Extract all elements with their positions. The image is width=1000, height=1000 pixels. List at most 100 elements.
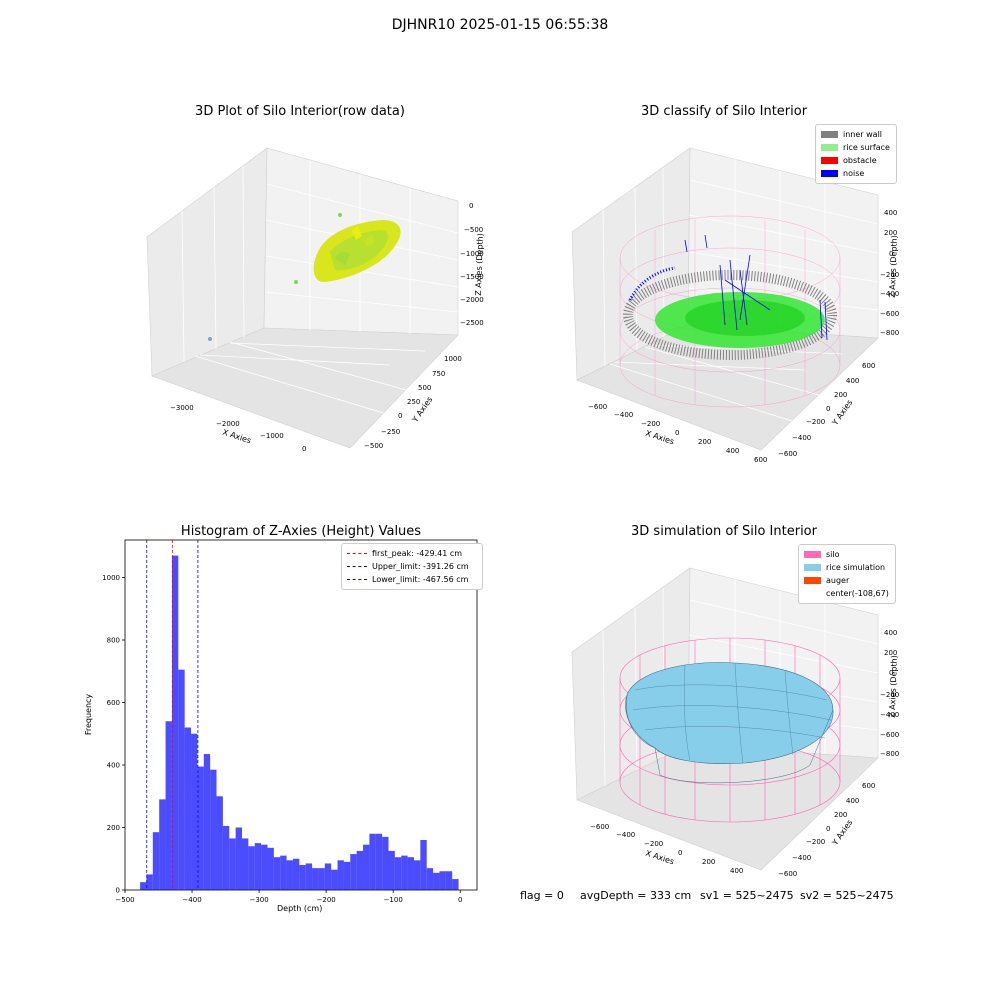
histogram-ylabel: Frequency bbox=[84, 693, 94, 736]
histogram-bar bbox=[382, 836, 389, 890]
classify-xtick-6: 400 bbox=[726, 447, 740, 455]
simulation-ztick-3: 0 bbox=[889, 669, 894, 677]
flag-readout: flag = 0 bbox=[520, 889, 564, 902]
histogram-bar bbox=[171, 555, 179, 890]
raw-xtick-4: 0 bbox=[302, 445, 307, 453]
raw-ytick-6: 750 bbox=[432, 370, 446, 378]
raw-ztick-1: 0 bbox=[469, 202, 474, 210]
simulation-ztick-7: −800 bbox=[880, 750, 900, 758]
simulation-ytick-7: 600 bbox=[862, 782, 876, 790]
classify-ytick-5: 200 bbox=[834, 391, 848, 399]
legend-item-noise: noise bbox=[821, 167, 891, 180]
histogram-bar bbox=[401, 855, 408, 890]
histogram-chart: −500 −400 −300 −200 −100 0 0 200 400 600 800 1000 bbox=[102, 539, 478, 904]
simulation-ytick-3: −200 bbox=[806, 838, 826, 846]
histogram-title: Histogram of Z-Axies (Height) Values bbox=[180, 524, 422, 539]
raw-ytick-5: 500 bbox=[418, 384, 432, 392]
simulation-ytick-5: 200 bbox=[834, 811, 848, 819]
histogram-bar bbox=[254, 843, 262, 890]
histogram-bar bbox=[413, 860, 421, 890]
simulation-ztick-4: −200 bbox=[880, 691, 900, 699]
histogram-ytick-label: 0 bbox=[116, 887, 120, 895]
histogram-bar bbox=[165, 721, 172, 890]
histogram-ytick-label: 800 bbox=[107, 637, 120, 645]
simulation-xtick-5: 200 bbox=[702, 858, 716, 866]
histogram-bar bbox=[222, 825, 230, 890]
classify-xtick-7: 600 bbox=[754, 456, 768, 464]
histogram-bar bbox=[452, 879, 459, 890]
raw-zlabel: Z Axies (Depth) bbox=[473, 233, 485, 296]
histogram-bar bbox=[146, 874, 153, 890]
classify-ztick-4: −200 bbox=[880, 271, 900, 279]
legend-item-rice-simulation: rice simulation bbox=[804, 561, 890, 574]
classify-ytick-1: −600 bbox=[778, 450, 798, 458]
simulation-ytick-6: 400 bbox=[846, 797, 860, 805]
histogram-bar bbox=[337, 860, 344, 890]
histogram-xtick-label: −500 bbox=[115, 896, 134, 904]
histogram-bar bbox=[178, 669, 185, 890]
sv1-readout: sv1 = 525~2475 bbox=[700, 889, 794, 902]
simulation-xtick-4: 0 bbox=[678, 849, 683, 857]
simulation-xtick-1: −600 bbox=[590, 823, 610, 831]
classify-xtick-4: 0 bbox=[675, 429, 680, 437]
histogram-ytick-label: 600 bbox=[107, 699, 120, 707]
histogram-bar bbox=[420, 840, 427, 890]
sv2-readout: sv2 = 525~2475 bbox=[800, 889, 894, 902]
histogram-bar bbox=[324, 863, 332, 890]
legend-item-obstacle: obstacle bbox=[821, 154, 891, 167]
raw-ztick-5: −2000 bbox=[460, 296, 484, 304]
histogram-ytick-label: 1000 bbox=[102, 574, 120, 582]
classify-xtick-1: −600 bbox=[588, 403, 608, 411]
histogram-bar bbox=[152, 832, 160, 890]
simulation-zlabel: Z Axies (Depth) bbox=[887, 655, 899, 718]
simulation-xtick-6: 400 bbox=[730, 867, 744, 875]
histogram-bar bbox=[350, 854, 357, 890]
classify-zlabel: Z Axies (Depth) bbox=[887, 235, 899, 298]
histogram-bar bbox=[363, 844, 370, 890]
legend-item-center: center(-108,67) bbox=[826, 589, 889, 598]
raw-ztick-6: −2500 bbox=[460, 319, 484, 327]
histogram-bar bbox=[369, 833, 376, 890]
simulation-ztick-1: 400 bbox=[884, 629, 898, 637]
histogram-bar bbox=[312, 868, 319, 890]
classify-ztick-1: 400 bbox=[884, 209, 898, 217]
histogram-bar bbox=[273, 857, 281, 890]
histogram-xtick-label: 0 bbox=[458, 896, 462, 904]
classify-plot-title: 3D classify of Silo Interior bbox=[640, 104, 808, 119]
raw-ytick-4: 250 bbox=[407, 398, 421, 406]
histogram-bar bbox=[261, 844, 268, 890]
histogram-bar bbox=[343, 861, 351, 890]
raw-xtick-3: −1000 bbox=[260, 432, 284, 440]
histogram-bar bbox=[210, 769, 217, 890]
histogram-bar bbox=[216, 796, 223, 890]
figure-title: DJHNR10 2025-01-15 06:55:38 bbox=[391, 17, 609, 33]
histogram-bar bbox=[375, 833, 383, 890]
histogram-bar bbox=[235, 827, 242, 890]
histogram-bar bbox=[159, 799, 166, 890]
simulation-ytick-2: −400 bbox=[792, 854, 812, 862]
histogram-bar bbox=[280, 855, 287, 890]
classify-ztick-2: 200 bbox=[884, 229, 898, 237]
raw-ztick-2: −500 bbox=[464, 226, 484, 234]
histogram-xlabel: Depth (cm) bbox=[277, 904, 323, 913]
classify-xtick-2: −400 bbox=[614, 411, 634, 419]
histogram-bar bbox=[356, 850, 364, 890]
histogram-bar bbox=[292, 858, 300, 890]
legend-item-auger: auger bbox=[804, 574, 890, 587]
inner-wall-points bbox=[623, 270, 837, 360]
histogram-bar bbox=[197, 766, 204, 890]
histogram-bar bbox=[305, 863, 313, 890]
simulation-ytick-4: 0 bbox=[826, 825, 831, 833]
raw-3d-plot bbox=[146, 147, 459, 449]
classify-ytick-4: 0 bbox=[826, 405, 831, 413]
classify-legend: inner wall rice surface obstacle noise bbox=[815, 124, 897, 184]
raw-xtick-2: −2000 bbox=[216, 420, 240, 428]
histogram-xtick-label: −400 bbox=[182, 896, 201, 904]
legend-item-upper-limit: Upper_limit: -391.26 cm bbox=[347, 560, 477, 573]
histogram-legend: first_peak: -429.41 cm Upper_limit: -391… bbox=[341, 543, 483, 590]
raw-ytick-3: 0 bbox=[398, 412, 403, 420]
classify-xtick-5: 200 bbox=[698, 438, 712, 446]
simulation-ztick-5: −400 bbox=[880, 711, 900, 719]
histogram-bar bbox=[407, 857, 414, 890]
legend-item-lower-limit: Lower_limit: -467.56 cm bbox=[347, 573, 477, 586]
